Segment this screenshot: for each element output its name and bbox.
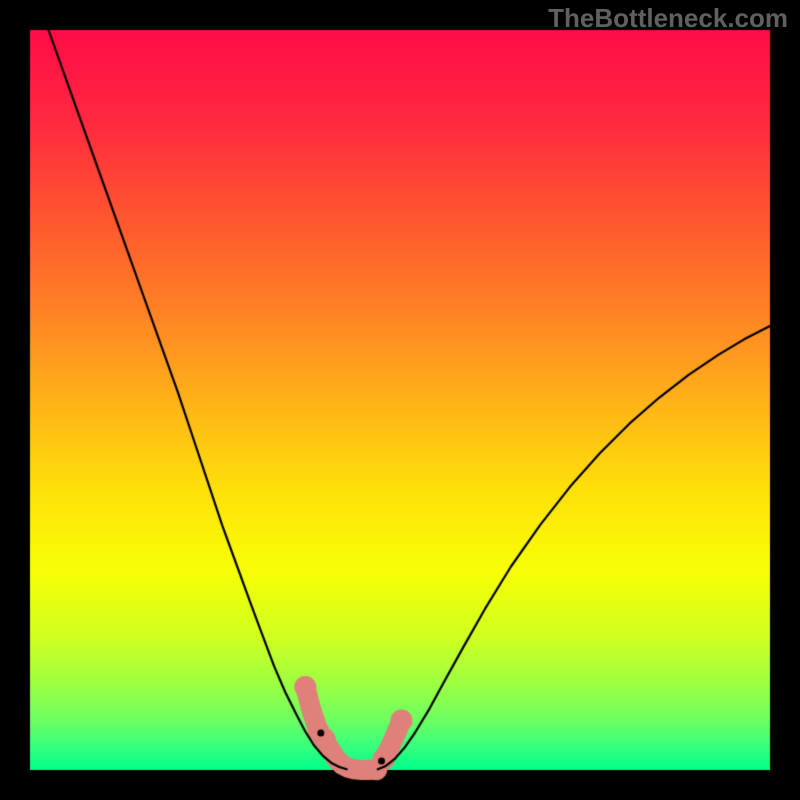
- chart-stage: TheBottleneck.com: [0, 0, 800, 800]
- bottleneck-curve-chart: [0, 0, 800, 800]
- watermark-label: TheBottleneck.com: [548, 3, 788, 34]
